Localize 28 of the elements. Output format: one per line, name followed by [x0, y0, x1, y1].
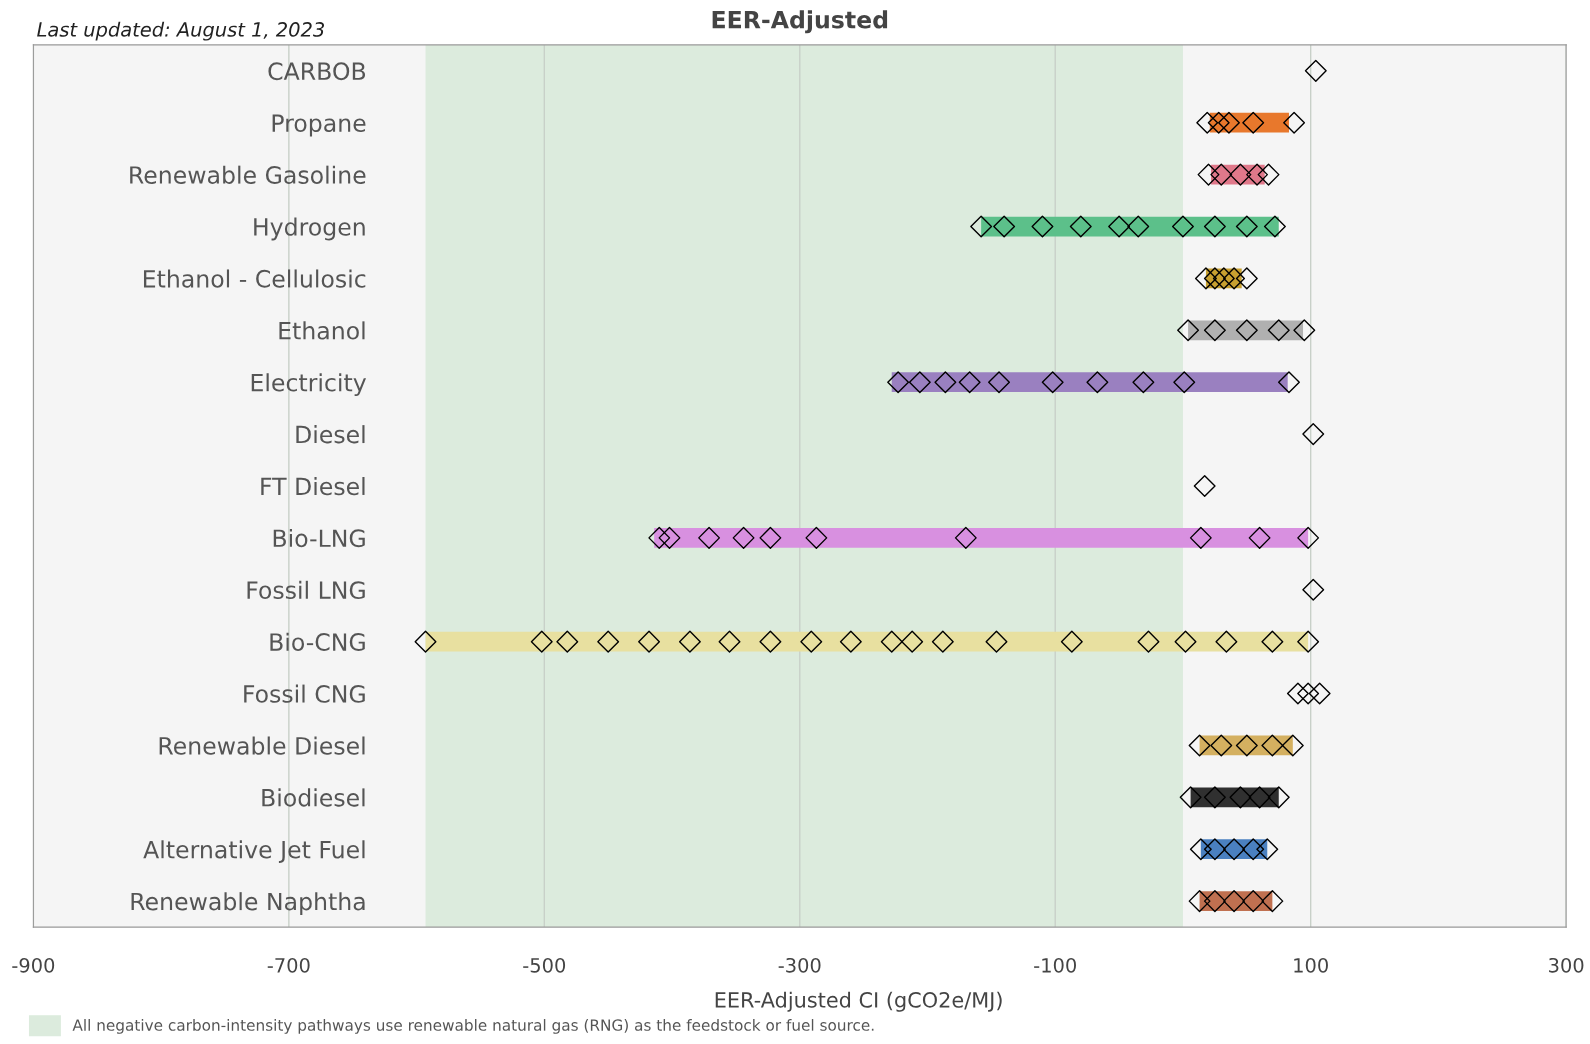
x-tick-label: -900 [12, 957, 55, 973]
x-tick-label: 100 [1294, 957, 1328, 973]
y-tick-label: Renewable Gasoline [130, 165, 366, 184]
chart-title: EER-Adjusted [712, 10, 888, 34]
y-tick-label: Biodiesel [262, 788, 365, 807]
y-tick-label: Fossil LNG [247, 580, 365, 600]
y-tick-label: Renewable Naphtha [131, 892, 365, 916]
y-tick-label: Alternative Jet Fuel [143, 840, 365, 863]
y-tick-label: Electricity [251, 373, 367, 397]
y-tick-label: Bio-LNG [273, 528, 365, 548]
y-tick-label: Fossil CNG [244, 684, 365, 703]
y-tick-label: Bio-CNG [270, 632, 365, 651]
text: Last updated: August 1, 2023 [37, 21, 325, 41]
y-tick-label: Propane [272, 114, 366, 137]
y-tick-label: Renewable Diesel [159, 736, 365, 755]
x-axis-title: EER-Adjusted CI (gCO2e/MJ) [715, 991, 1002, 1012]
y-tick-label: Ethanol [279, 321, 365, 340]
y-tick-label: CARBOB [268, 62, 366, 81]
y-tick-label: Ethanol - Cellulosic [143, 269, 366, 288]
y-tick-label: Hydrogen [254, 217, 365, 241]
legend-label: All negative carbon-intensity pathways use renewable natural gas (RNG) as the feedstock or fuel source. [72, 1019, 874, 1034]
x-tick-label: -500 [523, 957, 566, 973]
y-tick-label: FT Diesel [261, 477, 365, 496]
x-tick-label: -700 [267, 957, 310, 973]
y-tick-label: Diesel [296, 425, 365, 444]
x-tick-label: -300 [778, 957, 821, 973]
x-tick-label: -100 [1034, 957, 1076, 973]
x-tick-label: 300 [1549, 957, 1584, 973]
